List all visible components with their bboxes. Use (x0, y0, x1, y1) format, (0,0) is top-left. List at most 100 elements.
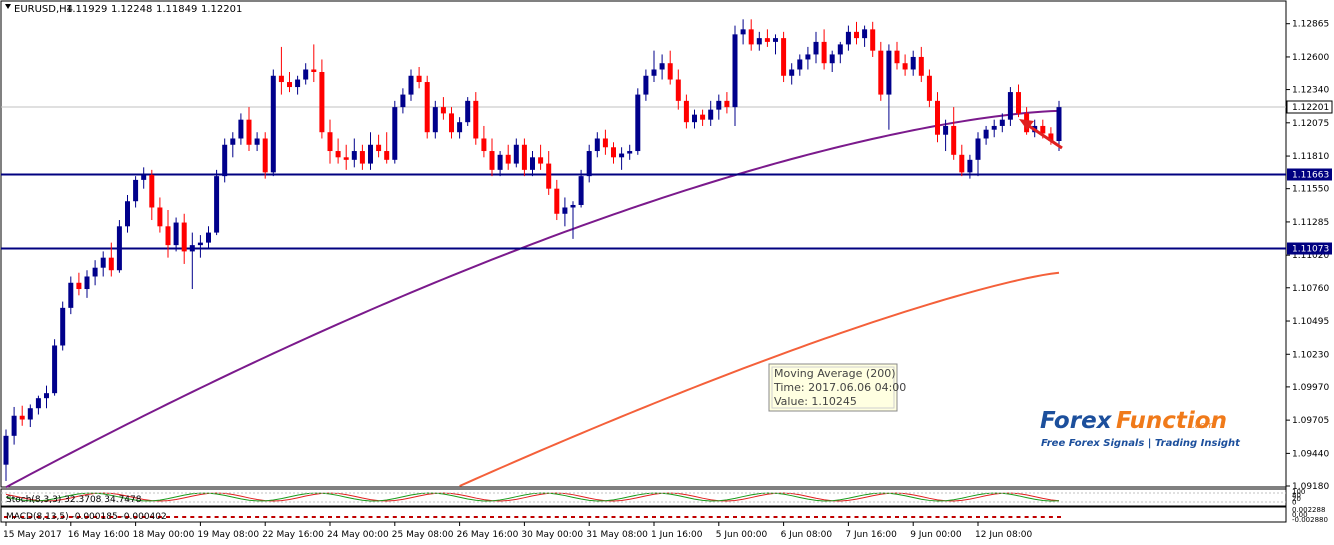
candle-body (68, 282, 74, 308)
candle-body (100, 257, 106, 268)
macd-bar (20, 516, 25, 518)
candle-body (108, 257, 114, 271)
candle-body (692, 114, 697, 123)
macd-bar (303, 516, 308, 518)
candle-body (3, 435, 9, 465)
candle-body (724, 100, 730, 108)
macd-bar (838, 516, 843, 518)
macd-bar (295, 516, 300, 518)
candle-body (683, 100, 689, 123)
macd-bar (781, 516, 786, 518)
candle-body (92, 267, 98, 277)
candle-body (635, 94, 641, 152)
candle-body (627, 151, 633, 154)
macd-bar (1040, 516, 1045, 518)
candle-body (740, 29, 746, 35)
candle-body (789, 69, 795, 76)
logo-tagline: Free Forex Signals | Trading Insight (1041, 438, 1241, 449)
macd-bar (12, 516, 17, 518)
macd-bar (546, 516, 551, 518)
candle-body (76, 282, 82, 290)
time-tick-label: 30 May 00:00 (521, 530, 583, 540)
candle-body (870, 29, 876, 51)
time-tick-label: 15 May 2017 (3, 530, 62, 540)
current-price-box (1286, 100, 1333, 114)
macd-bar (157, 516, 162, 518)
candle-body (1056, 107, 1062, 141)
macd-bar (733, 516, 737, 518)
candle-body (886, 50, 892, 95)
candle-body (562, 207, 568, 214)
candle-body (578, 176, 584, 205)
macd-bar (967, 516, 972, 518)
macd-bar (279, 516, 284, 518)
candle-body (141, 174, 147, 180)
macd-histogram (4, 516, 1061, 518)
candle-body (359, 151, 365, 164)
macd-bar (708, 516, 713, 518)
candle-body (902, 63, 908, 70)
macd-bar (700, 516, 705, 518)
macd-bar (530, 516, 535, 518)
macd-bar (1048, 516, 1053, 518)
macd-bar (992, 516, 997, 518)
candle-body (918, 56, 924, 76)
macd-bar (392, 516, 397, 518)
macd-bar (465, 516, 470, 518)
macd-bar (870, 516, 875, 518)
macd-bar (846, 516, 851, 518)
macd-bar (627, 516, 632, 518)
macd-bar (1000, 516, 1005, 518)
price-tick-label: 1.09180 (1292, 482, 1329, 492)
candle-body (44, 393, 49, 399)
macd-bar (125, 516, 130, 518)
macd-bar (579, 516, 584, 518)
macd-bar (433, 516, 438, 518)
candle-body (319, 72, 325, 133)
candle-body (392, 107, 398, 160)
candle-body (602, 138, 608, 148)
time-tick-label: 6 Jun 08:00 (781, 530, 833, 540)
tooltip-line-2: Time: 2017.06.06 04:00 (773, 381, 906, 394)
macd-bar (52, 516, 57, 518)
macd-bar (984, 516, 989, 518)
candle-body (813, 41, 819, 55)
header-triangle-icon (5, 4, 11, 9)
candle-body (773, 38, 778, 42)
macd-bar (668, 516, 673, 518)
macd-bar (692, 516, 697, 518)
tooltip-line-1: Moving Average (200) (774, 367, 895, 380)
candle-body (505, 154, 511, 164)
candle-body (84, 276, 90, 290)
macd-bar (886, 516, 891, 518)
candle-body (287, 82, 292, 88)
candle-body (586, 151, 592, 177)
macd-bar (660, 516, 665, 518)
time-tick-label: 18 May 00:00 (133, 530, 195, 540)
macd-bar (409, 516, 413, 518)
macd-bar (554, 516, 559, 518)
candle-body (821, 41, 827, 64)
price-tick-label: 1.12600 (1292, 53, 1329, 63)
candle-body (805, 54, 811, 60)
time-axis: 15 May 2017 16 May 16:00 18 May 00:00 19 Ma… (3, 522, 1032, 540)
macd-bar (895, 516, 899, 518)
macd-bar (133, 516, 138, 518)
candle-body (270, 75, 276, 173)
support-price-box (1287, 168, 1332, 181)
candle-body (27, 408, 33, 420)
price-axis: 1.12865 1.12600 1.12340 1.12075 1.11810 1.115… (1286, 20, 1329, 492)
macd-bar (684, 516, 689, 518)
macd-bar (854, 516, 859, 518)
candle-body (708, 109, 714, 120)
macd-bar (109, 516, 114, 518)
candle-body (311, 69, 317, 72)
macd-bar (1016, 516, 1021, 518)
macd-bar (765, 516, 770, 518)
candle-body (19, 415, 25, 420)
ma-tooltip: Moving Average (200) Time: 2017.06.06 04… (768, 363, 906, 412)
candle-body (52, 345, 58, 394)
candle-body (295, 79, 301, 88)
candle-body (424, 82, 430, 133)
candle-body (278, 75, 284, 83)
